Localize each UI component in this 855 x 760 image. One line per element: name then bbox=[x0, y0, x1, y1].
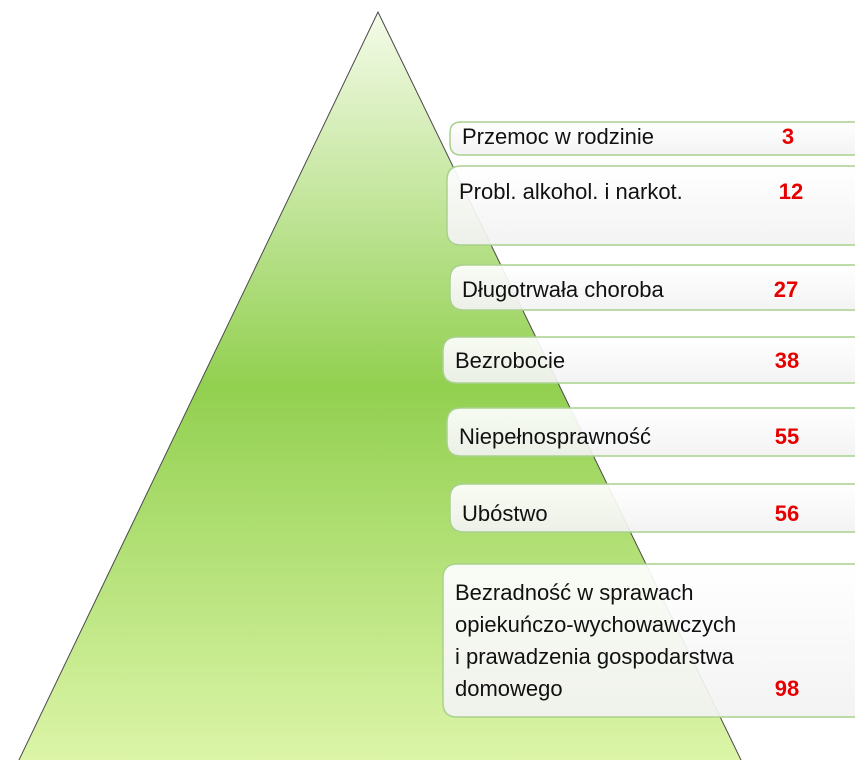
item-label: Probl. alkohol. i narkot. bbox=[459, 179, 683, 204]
item-label: Niepełnosprawność bbox=[459, 424, 651, 449]
item-value: 12 bbox=[779, 179, 803, 204]
item-box bbox=[449, 483, 855, 533]
item-label: Bezradność w sprawach bbox=[455, 580, 693, 605]
item-box bbox=[442, 336, 855, 384]
item-box bbox=[449, 264, 855, 311]
item-value: 56 bbox=[775, 501, 799, 526]
item-value: 38 bbox=[775, 348, 799, 373]
item-label: Bezrobocie bbox=[455, 348, 565, 373]
item-value: 3 bbox=[782, 124, 794, 149]
item-label: opiekuńczo-wychowawczych bbox=[455, 612, 736, 637]
item-label: Długotrwała choroba bbox=[462, 277, 665, 302]
item-box bbox=[446, 407, 855, 457]
item-label: Ubóstwo bbox=[462, 501, 548, 526]
item-box bbox=[449, 121, 855, 156]
item-value: 55 bbox=[775, 424, 799, 449]
item-value: 98 bbox=[775, 676, 799, 701]
item-label: domowego bbox=[455, 676, 563, 701]
item-box bbox=[442, 563, 855, 718]
item-label: i prawadzenia gospodarstwa bbox=[455, 644, 735, 669]
item-box bbox=[446, 165, 855, 246]
item-value: 27 bbox=[774, 277, 798, 302]
item-label: Przemoc w rodzinie bbox=[462, 124, 654, 149]
